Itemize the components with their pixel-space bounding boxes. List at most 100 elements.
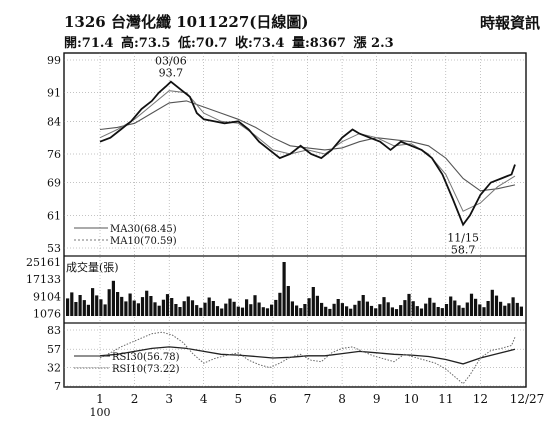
volume-bar bbox=[345, 306, 349, 316]
volume-bar bbox=[111, 280, 115, 316]
volume-bar bbox=[353, 304, 357, 316]
volume-bar bbox=[374, 308, 378, 316]
x-tick-label: 11 bbox=[438, 392, 453, 406]
open-value: 開:71.4 bbox=[64, 36, 114, 51]
x-tick-label: 8 bbox=[338, 392, 346, 406]
volume-bar bbox=[461, 307, 465, 316]
price-tick-label: 69 bbox=[47, 177, 61, 190]
volume-bar bbox=[499, 301, 503, 316]
volume-bar bbox=[186, 296, 190, 316]
volume-bar bbox=[178, 307, 182, 316]
volume-tick-label: 17133 bbox=[26, 273, 61, 286]
volume-bar bbox=[453, 300, 457, 316]
volume-tick-label: 9104 bbox=[33, 290, 61, 303]
volume-bar bbox=[474, 298, 478, 316]
price-tick-label: 76 bbox=[47, 148, 61, 161]
volume-bar bbox=[444, 304, 449, 316]
volume-bar bbox=[161, 299, 165, 316]
volume-bar bbox=[490, 289, 494, 316]
x-tick-label: 2 bbox=[131, 392, 139, 406]
volume-bar bbox=[132, 300, 136, 316]
volume-tick-label: 25161 bbox=[26, 256, 61, 269]
volume-bar bbox=[382, 297, 386, 316]
volume-value: 量:8367 bbox=[292, 36, 346, 51]
volume-bar bbox=[503, 305, 507, 316]
volume-bar bbox=[411, 301, 415, 316]
ma10-line bbox=[99, 90, 516, 212]
price-legend-label: MA30(68.45) bbox=[110, 224, 177, 235]
rsi-legend-label: RSI30(56.78) bbox=[112, 352, 180, 363]
low-date-label: 11/15 bbox=[447, 232, 479, 245]
volume-bar bbox=[190, 300, 195, 316]
x-tick-label: 12 bbox=[473, 392, 488, 406]
volume-bar bbox=[424, 303, 428, 316]
price-legend-label: MA10(70.59) bbox=[110, 236, 177, 247]
volume-bar bbox=[228, 298, 232, 316]
volume-bar bbox=[157, 305, 161, 316]
ma30-line bbox=[99, 100, 516, 192]
volume-bar bbox=[303, 304, 307, 316]
volume-bar bbox=[328, 308, 332, 316]
volume-bar bbox=[315, 295, 319, 316]
price-tick-label: 61 bbox=[47, 209, 61, 222]
volume-bar bbox=[311, 287, 315, 316]
volume-bar bbox=[74, 302, 78, 316]
volume-bar bbox=[149, 296, 153, 316]
volume-bar bbox=[265, 308, 270, 316]
low-value: 低:70.7 bbox=[178, 36, 228, 51]
volume-bar bbox=[207, 297, 211, 316]
volume-bar bbox=[91, 288, 95, 316]
volume-bar bbox=[332, 303, 336, 316]
volume-bar bbox=[257, 302, 261, 316]
volume-bar bbox=[349, 308, 353, 316]
x-tick-label: 4 bbox=[200, 392, 208, 406]
plot-frame bbox=[63, 52, 527, 388]
volume-bar bbox=[465, 302, 469, 316]
volume-bar bbox=[357, 300, 361, 316]
volume-bar bbox=[245, 299, 249, 316]
volume-bar bbox=[136, 303, 140, 316]
low-value-label: 58.7 bbox=[451, 244, 476, 257]
high-value-label: 93.7 bbox=[159, 67, 184, 80]
volume-bar bbox=[253, 295, 257, 316]
x-tick-label: 1 bbox=[96, 392, 104, 406]
volume-bar bbox=[174, 304, 178, 316]
volume-bar bbox=[365, 301, 369, 316]
grid bbox=[64, 53, 526, 387]
volume-bar bbox=[120, 296, 124, 316]
volume-bar bbox=[224, 303, 228, 316]
volume-bar bbox=[278, 292, 282, 316]
volume-bar bbox=[82, 300, 86, 316]
volume-bar bbox=[236, 306, 240, 316]
volume-bar bbox=[107, 289, 111, 316]
volume-bar bbox=[361, 295, 365, 316]
volume-bar bbox=[403, 300, 407, 316]
volume-bar bbox=[249, 304, 253, 316]
volume-bar bbox=[436, 307, 440, 316]
volume-bar bbox=[478, 304, 482, 316]
x-tick-label: 10 bbox=[404, 392, 419, 406]
x-tick-label: 9 bbox=[373, 392, 381, 406]
volume-panel: 成交量(張) 25161 17133 9104 1076 bbox=[26, 256, 523, 321]
volume-bar bbox=[270, 304, 274, 316]
volume-bar bbox=[290, 301, 294, 316]
volume-bar bbox=[195, 305, 199, 316]
volume-bar bbox=[394, 309, 399, 316]
ohlc-stats: 開:71.4 高:73.5 低:70.7 收:73.4 量:8367 漲 2.3 bbox=[64, 32, 397, 51]
volume-bar bbox=[99, 299, 103, 316]
volume-bar bbox=[324, 306, 328, 316]
volume-bar bbox=[515, 302, 519, 316]
volume-bar bbox=[153, 302, 157, 316]
price-tick-label: 91 bbox=[47, 87, 61, 100]
year-label: 100 bbox=[90, 406, 111, 419]
rsi10-line bbox=[99, 331, 516, 385]
volume-bar bbox=[86, 304, 90, 316]
volume-bar bbox=[386, 302, 390, 316]
volume-bar bbox=[282, 262, 286, 316]
rsi-legend-label: RSI10(73.22) bbox=[112, 364, 180, 375]
volume-bar bbox=[419, 308, 424, 316]
volume-bar bbox=[261, 307, 265, 316]
volume-bar bbox=[440, 308, 444, 316]
rsi-panel: 83 57 32 7 RSI30(56.78)RSI10(73.22) bbox=[47, 324, 526, 393]
